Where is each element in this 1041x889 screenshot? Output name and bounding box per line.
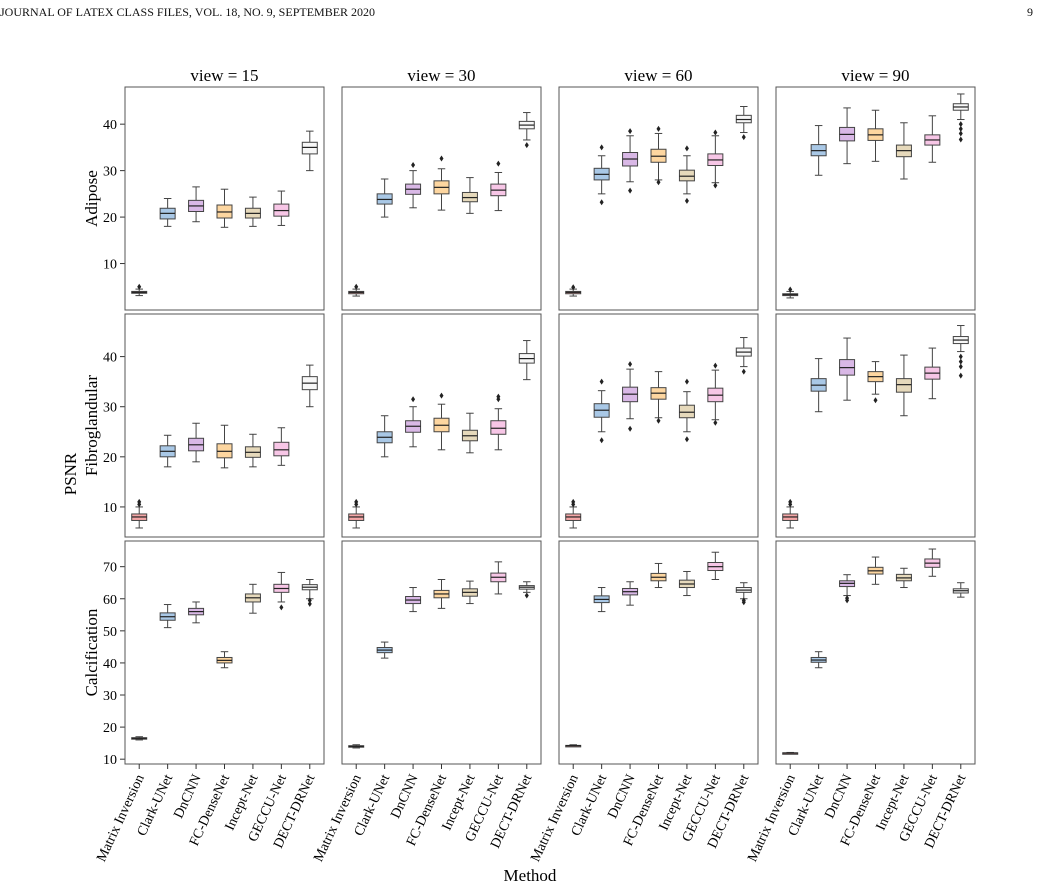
outlier-point <box>958 136 963 143</box>
column-title-0: view = 15 <box>190 66 258 85</box>
row-label-fibroglandular: Fibroglandular <box>82 375 101 476</box>
box-incept-net <box>895 378 912 393</box>
y-axis-label-psnr: PSNR <box>61 452 80 495</box>
outlier-point <box>496 160 501 167</box>
outlier-point <box>599 199 604 206</box>
outlier-point <box>137 283 142 290</box>
y-tick-label: 60 <box>103 593 117 608</box>
outlier-point <box>741 599 746 606</box>
y-tick-label: 40 <box>103 657 117 672</box>
y-tick-label: 10 <box>103 501 117 516</box>
panel-frame-r1c3 <box>775 313 976 538</box>
outlier-point <box>788 286 793 293</box>
outlier-point <box>524 142 529 149</box>
outlier-point <box>958 363 963 370</box>
x-axis-label: Method <box>504 866 557 885</box>
outlier-point <box>958 353 963 360</box>
outlier-point <box>599 378 604 385</box>
outlier-point <box>354 283 359 290</box>
y-tick-label: 20 <box>103 721 117 736</box>
journal-header: JOURNAL OF LATEX CLASS FILES, VOL. 18, N… <box>0 5 376 19</box>
outlier-point <box>958 358 963 365</box>
outlier-point <box>524 592 529 599</box>
box-geccu-net <box>490 420 507 435</box>
outlier-point <box>958 130 963 137</box>
x-tick-label: Matrix Inversion <box>745 772 799 864</box>
outlier-point <box>411 162 416 169</box>
outlier-point <box>599 437 604 444</box>
x-tick-label: Matrix Inversion <box>528 772 582 864</box>
outlier-point <box>713 362 718 369</box>
outlier-point <box>496 393 501 400</box>
outlier-point <box>741 134 746 141</box>
box-incept-net <box>678 169 695 182</box>
row-label-adipose: Adipose <box>82 170 101 227</box>
outlier-point <box>439 155 444 162</box>
column-title-2: view = 60 <box>624 66 692 85</box>
outlier-point <box>137 498 142 505</box>
y-tick-label: 20 <box>103 211 117 226</box>
box-incept-net <box>678 404 695 419</box>
panel-frame-r0c0 <box>124 86 325 311</box>
outlier-point <box>741 368 746 375</box>
outlier-point <box>307 597 312 604</box>
y-tick-label: 40 <box>103 351 117 366</box>
outlier-point <box>845 597 850 604</box>
outlier-point <box>873 397 878 404</box>
outlier-point <box>279 604 284 611</box>
x-tick-label: Matrix Inversion <box>311 772 365 864</box>
outlier-point <box>788 498 793 505</box>
outlier-point <box>628 425 633 432</box>
y-tick-label: 30 <box>103 165 117 180</box>
y-tick-label: 40 <box>103 118 117 133</box>
box-dect-drnet <box>301 141 318 155</box>
panel-frame-r1c1 <box>341 313 542 538</box>
outlier-point <box>958 121 963 128</box>
panel-frame-r1c2 <box>558 313 759 538</box>
outlier-point <box>684 145 689 152</box>
row-label-calcification: Calcification <box>82 608 101 696</box>
y-tick-label: 10 <box>103 258 117 273</box>
panel-frame-r2c1 <box>341 540 542 765</box>
y-tick-label: 20 <box>103 451 117 466</box>
page-number: 9 <box>1027 5 1033 19</box>
outlier-point <box>628 187 633 194</box>
y-tick-label: 10 <box>103 753 117 768</box>
outlier-point <box>656 179 661 186</box>
outlier-point <box>958 372 963 379</box>
outlier-point <box>439 392 444 399</box>
y-tick-label: 30 <box>103 689 117 704</box>
y-tick-label: 30 <box>103 401 117 416</box>
outlier-point <box>684 197 689 204</box>
panel-frame-r0c2 <box>558 86 759 311</box>
column-title-1: view = 30 <box>407 66 475 85</box>
outlier-point <box>599 144 604 151</box>
outlier-point <box>684 436 689 443</box>
outlier-point <box>684 378 689 385</box>
y-tick-label: 70 <box>103 561 117 576</box>
box-geccu-net <box>273 441 290 457</box>
column-title-3: view = 90 <box>841 66 909 85</box>
outlier-point <box>713 419 718 426</box>
outlier-point <box>571 498 576 505</box>
outlier-point <box>354 498 359 505</box>
x-tick-label: Matrix Inversion <box>94 772 148 864</box>
outlier-point <box>656 125 661 132</box>
panel-frame-r0c3 <box>775 86 976 311</box>
panel-frame-r1c0 <box>124 313 325 538</box>
outlier-point <box>411 396 416 403</box>
outlier-point <box>713 129 718 136</box>
outlier-point <box>628 128 633 135</box>
outlier-point <box>958 125 963 132</box>
panel-frame-r0c1 <box>341 86 542 311</box>
outlier-point <box>307 600 312 607</box>
y-tick-label: 50 <box>103 625 117 640</box>
outlier-point <box>656 417 661 424</box>
outlier-point <box>628 361 633 368</box>
outlier-point <box>571 284 576 291</box>
outlier-point <box>713 182 718 189</box>
